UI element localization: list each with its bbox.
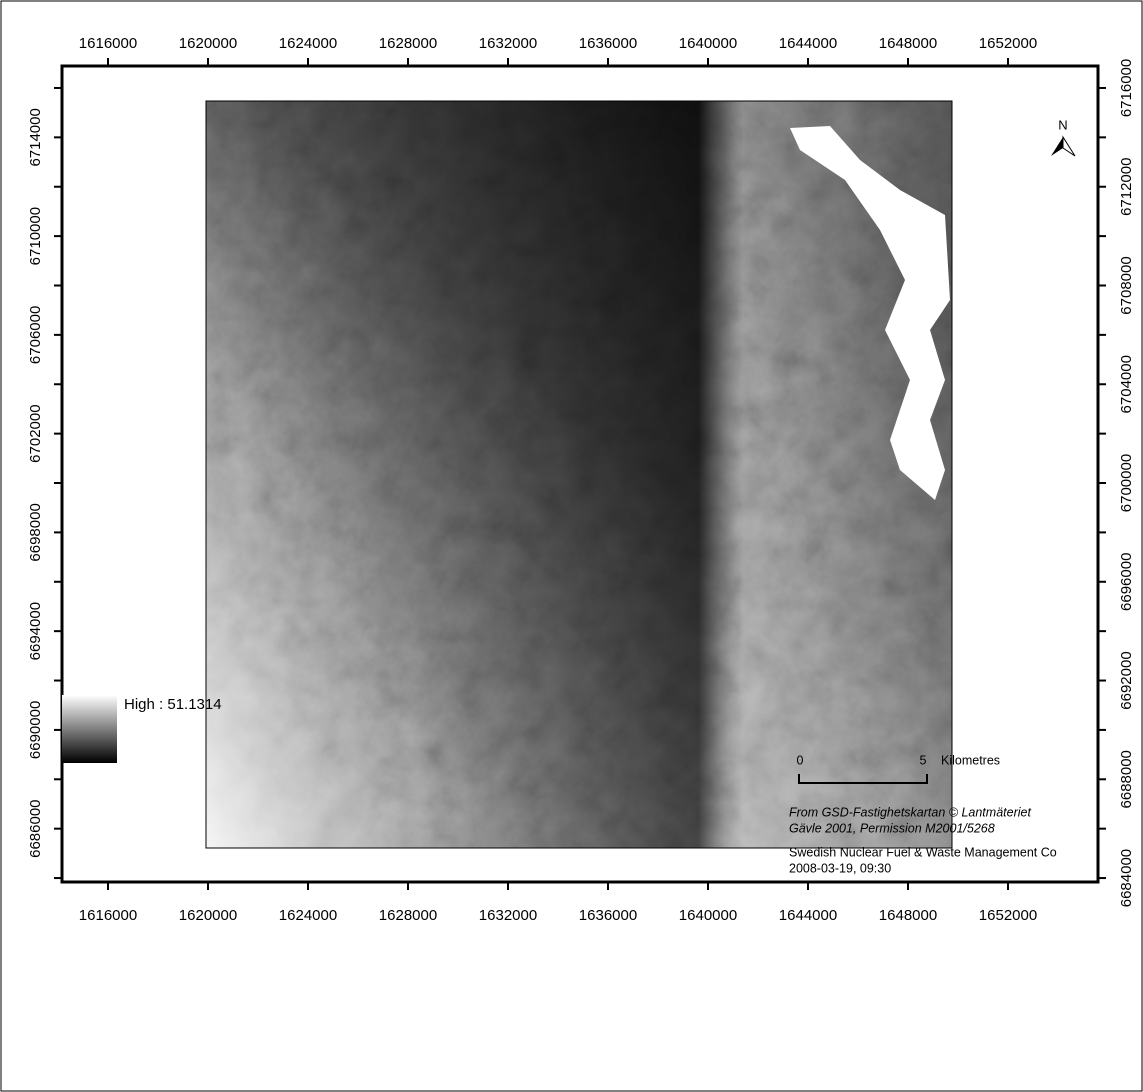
- x-tick-label: 1640000: [679, 907, 737, 924]
- north-arrow: N: [1051, 117, 1075, 156]
- x-tick-label: 1648000: [879, 907, 937, 924]
- credit-line: From GSD-Fastighetskartan © Lantmäteriet: [789, 805, 1031, 819]
- x-tick-label: 1620000: [179, 907, 237, 924]
- north-label: N: [1058, 117, 1067, 132]
- x-tick-label: 1644000: [779, 907, 837, 924]
- credit-line: Gävle 2001, Permission M2001/5268: [789, 821, 995, 835]
- x-tick-label: 1632000: [479, 35, 537, 52]
- y-tick-label: 6704000: [1118, 355, 1135, 413]
- y-tick-label: 6698000: [27, 503, 44, 561]
- y-tick-label: 6710000: [27, 207, 44, 265]
- y-tick-label: 6692000: [1118, 651, 1135, 709]
- x-tick-label: 1628000: [379, 907, 437, 924]
- x-tick-label: 1636000: [579, 907, 637, 924]
- y-tick-label: 6686000: [27, 799, 44, 857]
- y-tick-label: 6716000: [1118, 59, 1135, 117]
- x-tick-label: 1644000: [779, 35, 837, 52]
- y-tick-label: 6684000: [1118, 849, 1135, 907]
- scale-unit: Kilometres: [941, 753, 1000, 767]
- y-tick-label: 6700000: [1118, 454, 1135, 512]
- x-tick-label: 1624000: [279, 907, 337, 924]
- x-tick-label: 1640000: [679, 35, 737, 52]
- map-page: N High : 51.1314 0 5 Kilometres From GSD…: [0, 0, 1143, 1092]
- y-tick-label: 6706000: [27, 306, 44, 364]
- legend-ramp: [62, 695, 117, 763]
- x-tick-label: 1620000: [179, 35, 237, 52]
- legend-label: High : 51.1314: [124, 696, 222, 713]
- y-tick-label: 6690000: [27, 701, 44, 759]
- y-tick-label: 6696000: [1118, 553, 1135, 611]
- y-tick-label: 6714000: [27, 108, 44, 166]
- elevation-raster: [206, 101, 952, 848]
- x-tick-label: 1648000: [879, 35, 937, 52]
- producer-line: 2008-03-19, 09:30: [789, 861, 891, 875]
- y-tick-label: 6688000: [1118, 750, 1135, 808]
- x-tick-label: 1624000: [279, 35, 337, 52]
- x-tick-label: 1628000: [379, 35, 437, 52]
- x-tick-label: 1616000: [79, 35, 137, 52]
- x-tick-label: 1636000: [579, 35, 637, 52]
- y-tick-label: 6708000: [1118, 256, 1135, 314]
- x-tick-label: 1616000: [79, 907, 137, 924]
- x-tick-label: 1652000: [979, 907, 1037, 924]
- y-tick-label: 6712000: [1118, 158, 1135, 216]
- x-tick-label: 1632000: [479, 907, 537, 924]
- scale-end: 5: [920, 753, 927, 767]
- y-tick-label: 6694000: [27, 602, 44, 660]
- producer-line: Swedish Nuclear Fuel & Waste Management …: [789, 845, 1057, 859]
- y-tick-label: 6702000: [27, 404, 44, 462]
- x-tick-label: 1652000: [979, 35, 1037, 52]
- scale-start: 0: [797, 753, 804, 767]
